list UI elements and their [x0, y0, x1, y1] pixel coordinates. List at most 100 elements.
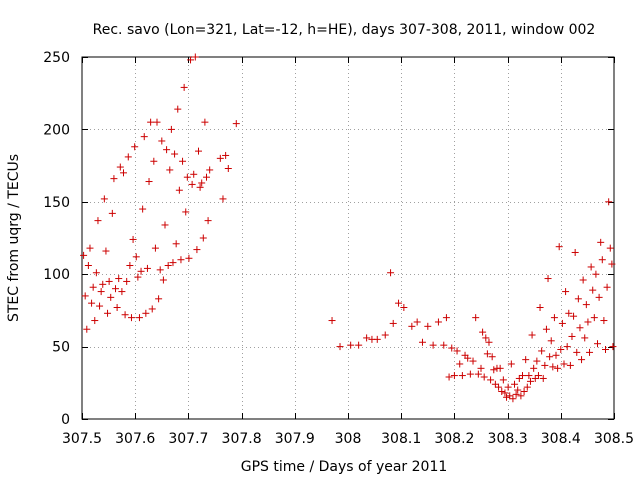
- data-point: [515, 374, 523, 382]
- data-point: [142, 309, 150, 317]
- data-point: [123, 277, 131, 285]
- data-point: [224, 164, 232, 172]
- data-point: [108, 209, 116, 217]
- data-point: [477, 364, 485, 372]
- data-point: [450, 372, 458, 380]
- data-point: [538, 347, 546, 355]
- data-point: [536, 304, 544, 312]
- data-point: [139, 205, 147, 213]
- data-point: [118, 288, 126, 296]
- data-point: [483, 350, 491, 358]
- data-point: [143, 264, 151, 272]
- data-point: [336, 343, 344, 351]
- data-points: [80, 53, 617, 403]
- data-point: [424, 322, 432, 330]
- data-point: [164, 262, 172, 270]
- data-point: [442, 314, 450, 322]
- data-point: [91, 317, 99, 325]
- x-tick-label: 307.6: [115, 431, 155, 447]
- data-point: [605, 198, 613, 206]
- data-point: [458, 372, 466, 380]
- data-point: [534, 372, 542, 380]
- data-point: [584, 318, 592, 326]
- data-point: [216, 154, 224, 162]
- data-point: [127, 314, 135, 322]
- data-point: [587, 263, 595, 271]
- data-point: [541, 361, 549, 369]
- data-point: [512, 390, 520, 398]
- data-point: [110, 175, 118, 183]
- data-point: [595, 293, 603, 301]
- data-point: [531, 374, 539, 382]
- data-point: [153, 118, 161, 126]
- data-point: [193, 246, 201, 254]
- data-point: [131, 143, 139, 151]
- data-point: [232, 120, 240, 128]
- data-point: [547, 337, 555, 345]
- data-point: [347, 341, 355, 349]
- data-point: [525, 372, 533, 380]
- data-point: [504, 383, 512, 391]
- data-point: [102, 247, 110, 255]
- data-point: [601, 345, 609, 353]
- x-tick-label: 308.3: [488, 431, 528, 447]
- data-point: [440, 341, 448, 349]
- data-point: [126, 262, 134, 270]
- data-point: [517, 392, 525, 400]
- data-point: [89, 283, 97, 291]
- x-tick-label: 308.4: [541, 431, 581, 447]
- data-point: [198, 179, 206, 187]
- data-point: [606, 244, 614, 252]
- data-point: [199, 234, 207, 242]
- data-point: [581, 334, 589, 342]
- data-point: [88, 299, 96, 307]
- data-point: [464, 354, 472, 362]
- data-point: [456, 360, 464, 368]
- data-point: [150, 157, 158, 165]
- data-point: [177, 256, 185, 264]
- data-point: [132, 253, 140, 261]
- x-tick-label: 307.9: [275, 431, 315, 447]
- data-point: [167, 125, 175, 133]
- data-point: [81, 292, 89, 300]
- data-point: [158, 137, 166, 145]
- data-point: [107, 293, 115, 301]
- data-point: [550, 314, 558, 322]
- data-point: [546, 353, 554, 361]
- x-tick-label: 308.1: [381, 431, 421, 447]
- data-point: [600, 317, 608, 325]
- data-point: [105, 277, 113, 285]
- data-point: [206, 166, 214, 174]
- data-point: [190, 170, 198, 178]
- data-point: [183, 173, 191, 181]
- y-tick-label: 250: [43, 50, 70, 66]
- data-point: [159, 276, 167, 284]
- data-point: [182, 208, 190, 216]
- data-point: [469, 357, 477, 365]
- data-point: [389, 319, 397, 327]
- data-point: [487, 376, 495, 384]
- data-point: [472, 314, 480, 322]
- data-point: [495, 383, 503, 391]
- data-point: [453, 347, 461, 355]
- data-point: [185, 254, 193, 262]
- data-point: [129, 235, 137, 243]
- data-point: [491, 380, 499, 388]
- data-point: [558, 319, 566, 327]
- data-point: [466, 370, 474, 378]
- data-point: [80, 251, 88, 259]
- data-point: [603, 283, 611, 291]
- data-point: [552, 351, 560, 359]
- data-point: [554, 364, 562, 372]
- data-point: [172, 240, 180, 248]
- data-point: [100, 195, 108, 203]
- data-point: [191, 53, 199, 61]
- y-tick-label: 0: [61, 412, 70, 428]
- data-point: [201, 118, 209, 126]
- data-point: [171, 150, 179, 158]
- data-point: [99, 280, 107, 288]
- data-point: [589, 286, 597, 294]
- data-point: [474, 370, 482, 378]
- data-point: [219, 195, 227, 203]
